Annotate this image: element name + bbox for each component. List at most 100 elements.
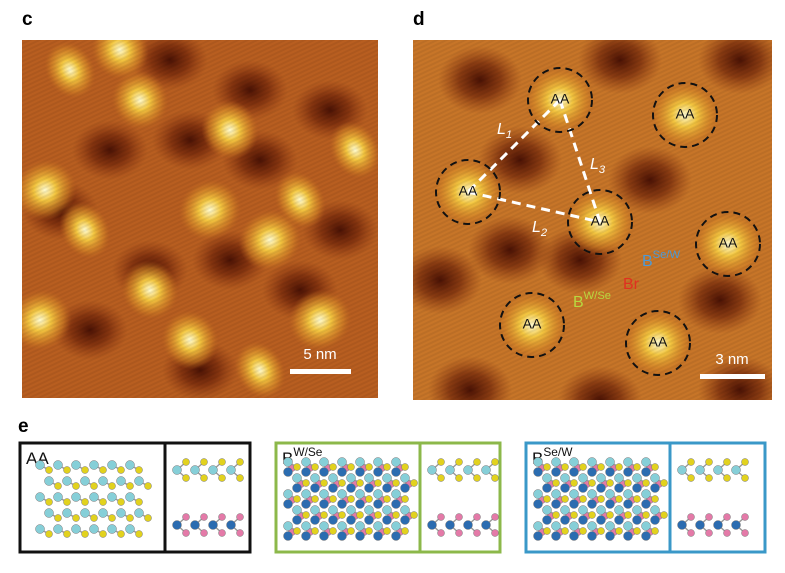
atom bbox=[723, 529, 731, 537]
atom bbox=[108, 514, 116, 522]
atom bbox=[293, 527, 301, 535]
atom bbox=[80, 476, 90, 486]
atom bbox=[208, 520, 218, 530]
atom bbox=[329, 527, 337, 535]
atom bbox=[200, 513, 208, 521]
atom bbox=[481, 520, 491, 530]
atom bbox=[391, 489, 401, 499]
atom bbox=[80, 508, 90, 518]
atom bbox=[623, 531, 633, 541]
atom bbox=[62, 508, 72, 518]
aa-circle bbox=[527, 67, 593, 133]
atom bbox=[578, 515, 588, 525]
atom bbox=[54, 514, 62, 522]
atom bbox=[337, 457, 347, 467]
atom bbox=[337, 499, 347, 509]
label-main: L bbox=[532, 219, 541, 236]
atom bbox=[71, 460, 81, 470]
atom bbox=[437, 513, 445, 521]
label-main: B bbox=[642, 253, 653, 270]
atom bbox=[283, 457, 293, 467]
atom bbox=[355, 489, 365, 499]
atom bbox=[687, 474, 695, 482]
atom bbox=[382, 515, 392, 525]
atom bbox=[310, 515, 320, 525]
atom bbox=[346, 515, 356, 525]
atom bbox=[579, 527, 587, 535]
atom bbox=[190, 520, 200, 530]
atom bbox=[44, 508, 54, 518]
atom bbox=[81, 530, 89, 538]
atom bbox=[641, 489, 651, 499]
aa-label: AA bbox=[676, 106, 695, 122]
atom bbox=[200, 458, 208, 466]
scale-bar-label: 5 nm bbox=[303, 346, 336, 363]
atom bbox=[561, 463, 569, 471]
atom bbox=[687, 529, 695, 537]
atom bbox=[311, 463, 319, 471]
aa-label: AA bbox=[551, 91, 570, 107]
structure-panels: AABW/SeBSe/W bbox=[18, 441, 767, 554]
atom bbox=[614, 515, 624, 525]
atom bbox=[45, 466, 53, 474]
atom bbox=[401, 527, 409, 535]
atom bbox=[356, 511, 364, 519]
atom bbox=[311, 527, 319, 535]
atom bbox=[53, 492, 63, 502]
atom bbox=[632, 483, 642, 493]
atom bbox=[551, 467, 561, 477]
atom bbox=[144, 482, 152, 490]
atom bbox=[687, 513, 695, 521]
atom bbox=[641, 457, 651, 467]
atom bbox=[551, 489, 561, 499]
atom bbox=[543, 527, 551, 535]
atom bbox=[463, 520, 473, 530]
atom bbox=[578, 473, 588, 483]
atom bbox=[605, 531, 615, 541]
atom bbox=[53, 524, 63, 534]
atom bbox=[588, 511, 596, 519]
label-main: L bbox=[590, 156, 599, 173]
atom bbox=[355, 457, 365, 467]
atom bbox=[71, 524, 81, 534]
atom bbox=[473, 529, 481, 537]
atom bbox=[713, 465, 723, 475]
atom bbox=[301, 457, 311, 467]
atom bbox=[731, 465, 741, 475]
atom bbox=[63, 530, 71, 538]
atom bbox=[391, 499, 401, 509]
atom bbox=[579, 495, 587, 503]
atom bbox=[320, 479, 328, 487]
atom bbox=[319, 467, 329, 477]
atom bbox=[605, 521, 615, 531]
atom bbox=[338, 479, 346, 487]
atom bbox=[364, 473, 374, 483]
atom bbox=[741, 474, 749, 482]
atom bbox=[190, 465, 200, 475]
atom bbox=[579, 463, 587, 471]
atom bbox=[597, 463, 605, 471]
atom bbox=[329, 463, 337, 471]
atom bbox=[437, 529, 445, 537]
atom bbox=[445, 465, 455, 475]
atom bbox=[551, 531, 561, 541]
atom bbox=[355, 531, 365, 541]
atom bbox=[615, 463, 623, 471]
atom bbox=[614, 483, 624, 493]
atom bbox=[182, 513, 190, 521]
aa-circle bbox=[567, 189, 633, 255]
atom bbox=[337, 467, 347, 477]
aa-label: AA bbox=[719, 235, 738, 251]
atom bbox=[236, 458, 244, 466]
atom bbox=[236, 529, 244, 537]
aa-circle bbox=[625, 310, 691, 376]
atom bbox=[236, 513, 244, 521]
atom bbox=[651, 527, 659, 535]
atom bbox=[373, 499, 383, 509]
atom bbox=[606, 511, 614, 519]
atom bbox=[311, 495, 319, 503]
atom bbox=[741, 529, 749, 537]
atom bbox=[741, 458, 749, 466]
aa-circle bbox=[652, 82, 718, 148]
aa-label: AA bbox=[459, 183, 478, 199]
